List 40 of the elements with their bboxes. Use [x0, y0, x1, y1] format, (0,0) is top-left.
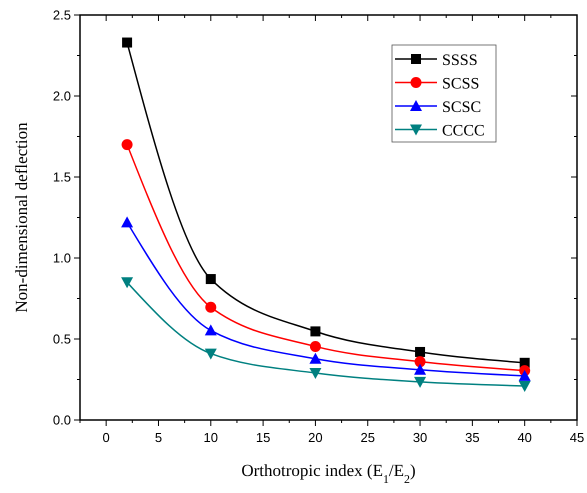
y-tick-label: 2.0	[52, 88, 71, 104]
y-tick-label: 0.0	[52, 412, 71, 428]
point	[310, 326, 320, 336]
point	[309, 368, 322, 380]
x-tick-label: 30	[412, 430, 428, 445]
x-tick-label: 40	[517, 430, 532, 445]
point	[122, 38, 132, 48]
legend-label: SCSC	[442, 99, 482, 116]
x-tick-label: 5	[154, 430, 162, 445]
point	[518, 380, 531, 392]
point	[309, 352, 322, 364]
point	[204, 324, 217, 336]
point	[206, 274, 216, 284]
y-tick-label: 1.0	[52, 250, 71, 266]
x-tick-label: 15	[256, 430, 270, 445]
x-tick-label: 0	[102, 430, 110, 445]
x-tick-label: 10	[204, 430, 218, 445]
point	[121, 216, 134, 228]
point	[204, 348, 217, 360]
point	[310, 340, 321, 352]
point	[414, 356, 426, 368]
legend-label: CCCC	[442, 122, 485, 140]
y-tick-label: 2.5	[52, 8, 71, 22]
point	[121, 277, 134, 288]
point	[414, 364, 426, 375]
y-tick-label: 0.5	[52, 332, 71, 346]
x-tick-label: 20	[308, 430, 323, 445]
legend-label: SSSS	[442, 52, 478, 69]
point	[414, 376, 426, 388]
legend-label: SCSS	[442, 76, 480, 92]
x-tick-label: 35	[465, 430, 480, 445]
point	[205, 302, 216, 313]
point	[415, 346, 426, 357]
point	[518, 370, 531, 381]
y-tick-label: 1.5	[52, 170, 71, 184]
x-axis-title: Orthotropic index (E$_{1}$/E$_{2}$)	[241, 461, 416, 486]
x-tick-label: 45	[570, 430, 584, 445]
y-axis-title: Non-dimensional deflection	[12, 122, 31, 313]
point	[122, 139, 133, 150]
x-tick-label: 25	[360, 430, 375, 445]
